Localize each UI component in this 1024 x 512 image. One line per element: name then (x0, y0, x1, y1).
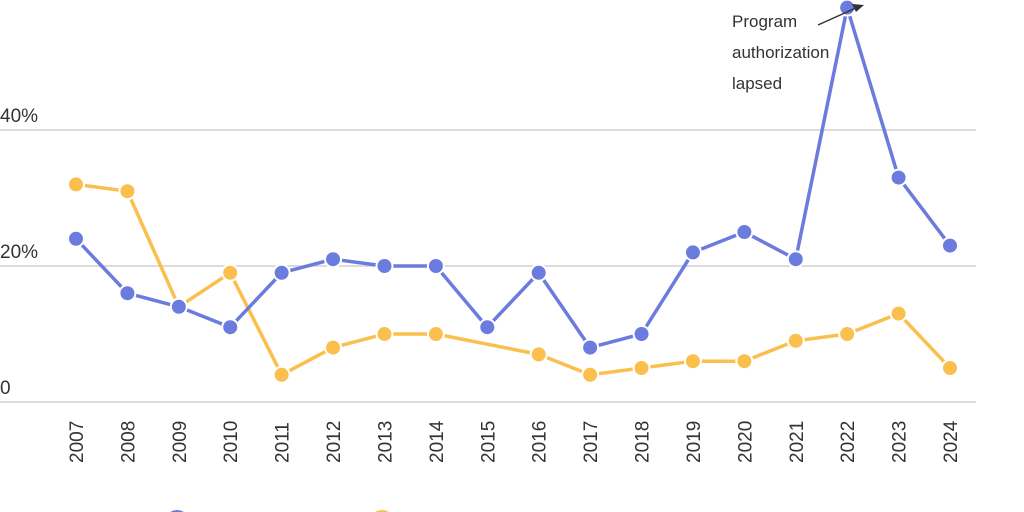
x-tick-label: 2013 (375, 421, 396, 463)
data-point (221, 263, 240, 282)
data-point (889, 168, 908, 187)
x-tick-label: 2024 (941, 420, 962, 463)
annotation-text: lapsed (732, 74, 782, 93)
x-tick-label: 2019 (684, 421, 705, 463)
x-tick-label: 2010 (221, 421, 242, 463)
x-tick-label: 2014 (427, 420, 448, 463)
data-point (941, 236, 959, 255)
data-point (324, 338, 343, 357)
y-tick-label: 0 (0, 378, 11, 399)
annotation-arrow (817, 6, 859, 26)
x-tick-label: 2020 (735, 421, 756, 463)
data-point (67, 229, 85, 248)
data-point (529, 263, 548, 282)
data-point (169, 297, 188, 316)
data-point (786, 331, 805, 350)
x-tick-label: 2021 (787, 421, 808, 463)
x-tick-label: 2012 (324, 421, 345, 463)
data-point (735, 352, 754, 371)
x-tick-label: 2009 (170, 421, 191, 463)
data-point (118, 284, 137, 303)
x-tick-label: 2015 (478, 421, 499, 463)
data-point (632, 359, 651, 377)
y-tick-label: 40% (0, 106, 38, 127)
data-point (786, 250, 805, 269)
arrowhead-icon (852, 4, 864, 12)
data-point (632, 325, 651, 343)
data-point (889, 304, 908, 323)
data-point (324, 250, 343, 269)
data-point (118, 182, 137, 201)
x-tick-label: 2008 (118, 421, 139, 463)
x-tick-label: 2018 (633, 421, 654, 463)
data-point (426, 325, 445, 343)
data-point (683, 352, 702, 371)
x-tick-label: 2017 (581, 421, 602, 463)
series-line-1 (75, 182, 952, 377)
x-tick-label: 2011 (273, 422, 294, 463)
data-point (221, 318, 240, 337)
data-point (426, 257, 445, 275)
data-point (683, 243, 702, 262)
series-line-0 (74, 5, 952, 350)
data-point (529, 345, 548, 364)
x-tick-label: 2016 (530, 421, 551, 463)
data-point (838, 0, 857, 17)
data-point (838, 325, 857, 343)
x-tick-label: 2007 (67, 421, 88, 463)
annotation-text: Program (732, 12, 797, 31)
data-point (67, 175, 85, 194)
data-point (941, 359, 959, 377)
data-point (735, 223, 754, 241)
y-tick-label: 20% (0, 242, 38, 263)
data-point (478, 318, 497, 337)
annotation-text: authorization (732, 43, 829, 62)
data-point (581, 338, 600, 357)
data-point (272, 263, 291, 282)
data-point (375, 257, 394, 275)
x-tick-label: 2023 (890, 421, 911, 463)
data-point (581, 365, 600, 384)
x-tick-label: 2022 (838, 421, 859, 463)
data-point (272, 365, 291, 384)
data-point (375, 325, 394, 343)
